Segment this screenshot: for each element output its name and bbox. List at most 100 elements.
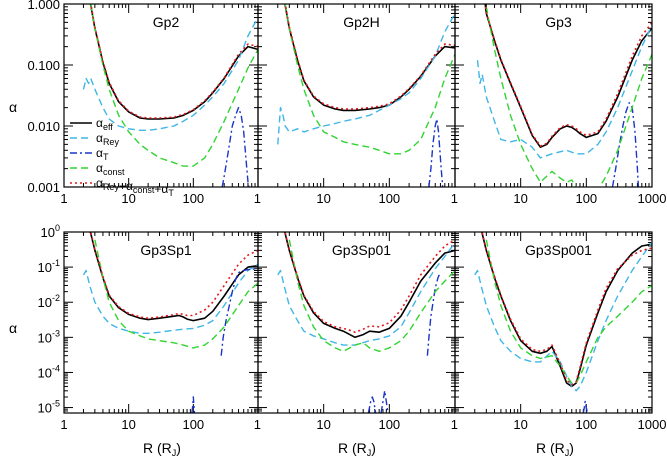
- series-line-sum: [484, 4, 652, 147]
- plot-frame: [257, 231, 456, 414]
- plot-frame: [454, 3, 653, 188]
- legend-label-rey: αRey: [96, 131, 119, 147]
- y-tick-label: 10-3: [38, 328, 60, 345]
- series-line-eff: [89, 232, 258, 322]
- panel-gp3: Gp3 10 100 1000: [454, 3, 667, 206]
- y-tick-label: 0.100: [27, 58, 60, 73]
- panel-gp2h: Gp2H 10 100 1: [257, 3, 458, 206]
- y-tick-label: 0.010: [27, 119, 60, 134]
- series-line-rey: [277, 242, 455, 346]
- x-tick-label: 100: [378, 191, 400, 206]
- panel-gp2: Gp2 1 10 100 1 1.000 0.100 0.010 0.001: [27, 0, 261, 206]
- series-line-T: [221, 106, 250, 187]
- series-line-rey: [474, 242, 652, 392]
- y-tick-label: 10-1: [38, 258, 60, 275]
- series-line-const: [284, 4, 455, 155]
- series-line-T: [611, 102, 640, 187]
- x-tick-label: 10: [316, 191, 330, 206]
- x-tick-label: 100: [182, 191, 204, 206]
- panel-title: Gp3Sp1: [140, 242, 192, 258]
- series-line-eff: [283, 232, 455, 339]
- x-tick-label: 1000: [638, 191, 667, 206]
- series-group: [476, 4, 652, 187]
- y-axis-label-bottom: α: [9, 320, 17, 336]
- x-axis-label-right: R (RJ): [536, 440, 574, 457]
- tick-marks: [454, 3, 653, 188]
- x-tick-label: 1: [254, 191, 261, 206]
- tick-marks: [454, 231, 653, 414]
- y-tick-label: 0.001: [27, 180, 60, 195]
- y-axis-label-top: α: [9, 99, 17, 115]
- series-line-sum: [284, 232, 455, 334]
- panel-title: Gp3Sp01: [332, 242, 391, 258]
- panel-title: Gp3: [545, 14, 572, 30]
- legend-label-eff: αeff: [96, 116, 113, 132]
- series-line-rey: [277, 13, 455, 145]
- x-axis-label-middle: R (RJ): [338, 440, 376, 457]
- series-line-eff: [284, 4, 455, 112]
- series-line-T-b: [380, 390, 389, 413]
- y-tick-label: 10-5: [38, 399, 60, 416]
- plot-frame: [63, 231, 259, 414]
- x-tick-label: 1: [451, 191, 458, 206]
- y-tick-label: 10-2: [38, 293, 60, 310]
- series-group: [82, 232, 258, 413]
- tick-marks: [257, 3, 456, 188]
- series-line-rey: [82, 17, 258, 132]
- panel-title: Gp2: [153, 14, 180, 30]
- series-group: [277, 4, 455, 187]
- x-tick-label: 10: [316, 417, 330, 432]
- tick-marks: [63, 3, 259, 188]
- series-group: [82, 4, 258, 187]
- x-tick-label: 1000: [638, 417, 667, 432]
- plot-frame: [257, 3, 456, 188]
- legend-label-T: αT: [96, 146, 109, 162]
- plot-frame: [63, 3, 259, 188]
- legend-label-const: αconst: [96, 161, 125, 177]
- y-tick-label: 1.000: [27, 0, 60, 12]
- figure-labels: α α R (RJ) R (RJ) R (RJ): [9, 99, 574, 457]
- series-line-T: [428, 118, 444, 187]
- panel-title: Gp2H: [343, 14, 380, 30]
- x-tick-label: 100: [182, 417, 204, 432]
- series-group: [474, 232, 652, 413]
- panel-title: Gp3Sp001: [525, 242, 592, 258]
- x-tick-label: 10: [121, 417, 135, 432]
- x-tick-label: 100: [575, 191, 597, 206]
- y-tick-label: 10-4: [38, 363, 60, 380]
- series-line-eff: [480, 232, 652, 388]
- series-line-const: [485, 239, 652, 384]
- x-axis-label-left: R (RJ): [143, 440, 181, 457]
- x-tick-label: 10: [513, 191, 527, 206]
- legend-label-sum: αRey+αconst+αT: [96, 176, 174, 198]
- series-line-const: [485, 6, 652, 187]
- series-line-const: [94, 239, 258, 349]
- panel-gp3sp1: Gp3Sp1 1 10 100 1 100 10-1 10-2 10-3 10-4 10-5: [38, 223, 261, 432]
- series-line-T-a: [191, 396, 196, 413]
- series-line-const: [90, 4, 258, 167]
- x-tick-label: 1: [451, 417, 458, 432]
- series-line-sum: [284, 4, 455, 110]
- x-tick-label: 10: [121, 191, 135, 206]
- x-tick-label: 1: [254, 417, 261, 432]
- series-line-eff: [484, 4, 652, 148]
- panel-gp3sp001: Gp3Sp001 10 100 1000: [454, 231, 667, 432]
- x-tick-label: 1: [60, 191, 67, 206]
- tick-marks: [257, 231, 456, 414]
- series-line-T-a: [367, 396, 377, 413]
- series-group: [277, 232, 455, 413]
- panels-group: Gp2 1 10 100 1 1.000 0.100 0.010 0.001 Gp2H 10 100 1…: [27, 0, 666, 432]
- x-tick-label: 100: [575, 417, 597, 432]
- series-line-sum: [89, 232, 258, 320]
- y-tick-label: 100: [41, 223, 60, 240]
- plot-frame: [454, 231, 653, 414]
- series-line-const: [288, 239, 455, 352]
- series-line-T: [426, 272, 442, 356]
- panel-gp3sp01: Gp3Sp01 10 100 1: [257, 231, 458, 432]
- series-line-T: [582, 400, 589, 413]
- series-line-rey: [82, 263, 258, 334]
- tick-marks: [63, 231, 259, 414]
- x-tick-label: 1: [60, 417, 67, 432]
